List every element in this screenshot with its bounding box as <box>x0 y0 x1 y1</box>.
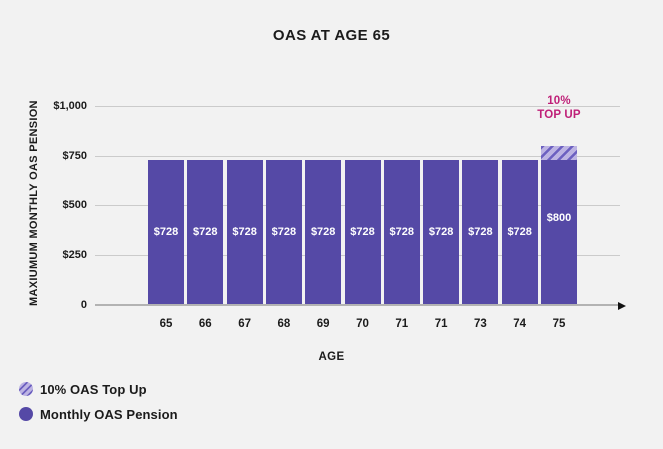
x-axis-arrow-icon <box>618 302 626 310</box>
legend-solid-swatch-icon <box>19 407 33 421</box>
bar-pension-segment: $728 <box>501 159 538 304</box>
bar-topup-hatch <box>541 145 577 160</box>
x-tick-71-7: 71 <box>434 318 448 330</box>
bar-value-label: $728 <box>389 225 415 238</box>
bar-value-label: $800 <box>546 211 572 224</box>
legend-item: 10% OAS Top Up <box>19 380 178 398</box>
topup-annotation: 10% TOP UP <box>509 94 609 122</box>
x-tick-70-5: 70 <box>356 318 369 330</box>
topup-annotation-line2: TOP UP <box>537 109 581 121</box>
bar-value-label: $728 <box>232 225 257 238</box>
bar-value-label: $728 <box>428 225 454 238</box>
bar-value-label: $728 <box>468 225 493 238</box>
bar-age-65-0: $728 <box>148 159 184 304</box>
x-tick-69-4: 69 <box>316 318 330 330</box>
bar-value-label: $728 <box>507 225 532 238</box>
bar-pension-segment: $800 <box>541 159 577 304</box>
bar-value-label: $728 <box>350 225 375 238</box>
x-tick-66-1: 66 <box>198 318 212 330</box>
bar-pension-segment: $728 <box>305 159 342 304</box>
bar-pension-segment: $728 <box>423 159 460 304</box>
chart-legend: 10% OAS Top Up Monthly OAS Pension <box>19 380 178 430</box>
bar-pension-segment: $728 <box>265 159 302 304</box>
y-tick-500: $500 <box>62 199 87 211</box>
y-axis-label: MAXIUMUM MONTHLY OAS PENSION <box>28 100 40 306</box>
bar-age-68-3: $728 <box>265 159 302 304</box>
bar-age-71-6: $728 <box>383 159 420 304</box>
bar-value-label: $728 <box>153 225 179 238</box>
bar-pension-segment: $728 <box>148 159 184 304</box>
bar-age-69-4: $728 <box>305 159 342 304</box>
legend-item-label: 10% OAS Top Up <box>40 381 147 397</box>
bar-age-75-10: $800 <box>541 145 577 304</box>
legend-hatch-swatch-icon <box>19 382 33 396</box>
x-tick-73-8: 73 <box>473 318 487 330</box>
y-tick-1000: $1,000 <box>53 100 87 112</box>
bar-age-73-8: $728 <box>462 159 499 304</box>
y-tick-750: $750 <box>62 149 87 162</box>
y-tick-0: 0 <box>80 299 87 311</box>
x-tick-labels: 65 66 67 68 69 70 71 71 73 74 75 <box>95 318 620 334</box>
x-tick-75-10: 75 <box>552 318 566 330</box>
x-tick-74-9: 74 <box>513 318 527 330</box>
bar-value-label: $728 <box>193 225 218 238</box>
legend-item-label: Monthly OAS Pension <box>40 406 178 422</box>
topup-annotation-line1: 10% <box>547 95 571 107</box>
x-tick-67-2: 67 <box>238 318 251 330</box>
x-tick-65-0: 65 <box>159 318 173 330</box>
bar-age-71-7: $728 <box>423 159 460 304</box>
y-tick-250: $250 <box>62 248 87 261</box>
bar-age-70-5: $728 <box>344 159 381 304</box>
plot-region: $1,000 $750 $500 $250 0 $728 $728 $728 $728 $728… <box>53 95 626 311</box>
gridline-750 <box>95 155 620 157</box>
x-tick-71-6: 71 <box>395 318 409 330</box>
bar-pension-segment: $728 <box>226 159 263 304</box>
bar-pension-segment: $728 <box>187 159 224 304</box>
bar-age-67-2: $728 <box>226 159 263 304</box>
chart-title: OAS AT AGE 65 <box>272 27 391 44</box>
bar-pension-segment: $728 <box>462 159 499 304</box>
x-axis-title: AGE <box>318 351 345 363</box>
x-tick-68-3: 68 <box>277 318 291 330</box>
bar-value-label: $728 <box>271 225 297 238</box>
bar-pension-segment: $728 <box>344 159 381 304</box>
bar-value-label: $728 <box>310 225 336 238</box>
bar-age-66-1: $728 <box>187 159 224 304</box>
bar-pension-segment: $728 <box>383 159 420 304</box>
gridline-1000 <box>95 106 620 107</box>
legend-item: Monthly OAS Pension <box>19 405 178 423</box>
bar-age-74-9: $728 <box>501 159 538 304</box>
